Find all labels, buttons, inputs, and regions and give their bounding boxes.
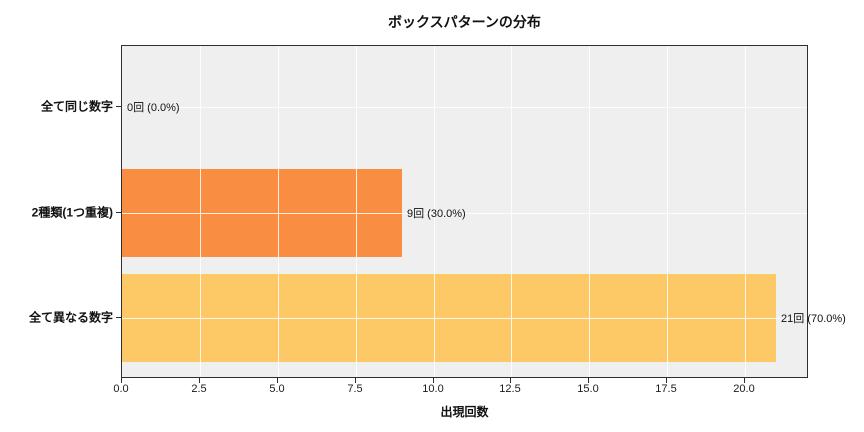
gridline-vertical — [199, 46, 201, 377]
x-tick-mark — [277, 378, 279, 383]
x-tick-label: 5.0 — [269, 383, 285, 395]
gridline-vertical — [511, 46, 513, 377]
x-tick-label: 7.5 — [347, 383, 363, 395]
y-tick-mark — [116, 317, 121, 319]
bar-value-label: 21回 (70.0%) — [781, 313, 846, 325]
bar-value-label: 0回 (0.0%) — [127, 102, 180, 114]
y-tick-label: 2種類(1つ重複) — [31, 205, 113, 220]
gridline-vertical — [589, 46, 591, 377]
plot-area: 0回 (0.0%) 9回 (30.0%) 21回 (70.0%) — [121, 45, 846, 378]
x-tick-mark — [666, 378, 668, 383]
gridline-horizontal — [122, 213, 807, 214]
x-tick-mark — [744, 378, 746, 383]
gridline-vertical — [667, 46, 669, 377]
x-tick-mark — [355, 378, 357, 383]
gridline-vertical — [745, 46, 747, 377]
gridline-horizontal — [122, 318, 807, 319]
y-tick-mark — [116, 106, 121, 108]
x-tick-label: 0.0 — [113, 383, 129, 395]
gridline-horizontal — [122, 107, 807, 108]
x-tick-mark — [588, 378, 590, 383]
x-tick-label: 12.5 — [499, 383, 521, 395]
x-tick-mark — [121, 378, 123, 383]
y-tick-mark — [116, 212, 121, 214]
bar-value-label: 9回 (30.0%) — [407, 208, 466, 220]
x-tick-mark — [510, 378, 512, 383]
x-tick-label: 15.0 — [577, 383, 599, 395]
x-tick-mark — [433, 378, 435, 383]
x-tick-mark — [199, 378, 201, 383]
gridline-vertical — [277, 46, 279, 377]
y-tick-label: 全て異なる数字 — [28, 310, 113, 325]
gridline-vertical — [355, 46, 357, 377]
chart-title: ボックスパターンの分布 — [388, 14, 541, 30]
x-tick-label: 20.0 — [733, 383, 755, 395]
x-tick-label: 10.0 — [422, 383, 444, 395]
gridline-vertical — [433, 46, 435, 377]
x-axis-label: 出現回数 — [440, 405, 489, 419]
x-tick-label: 17.5 — [655, 383, 677, 395]
x-tick-label: 2.5 — [191, 383, 207, 395]
y-tick-label: 全て同じ数字 — [40, 99, 113, 114]
